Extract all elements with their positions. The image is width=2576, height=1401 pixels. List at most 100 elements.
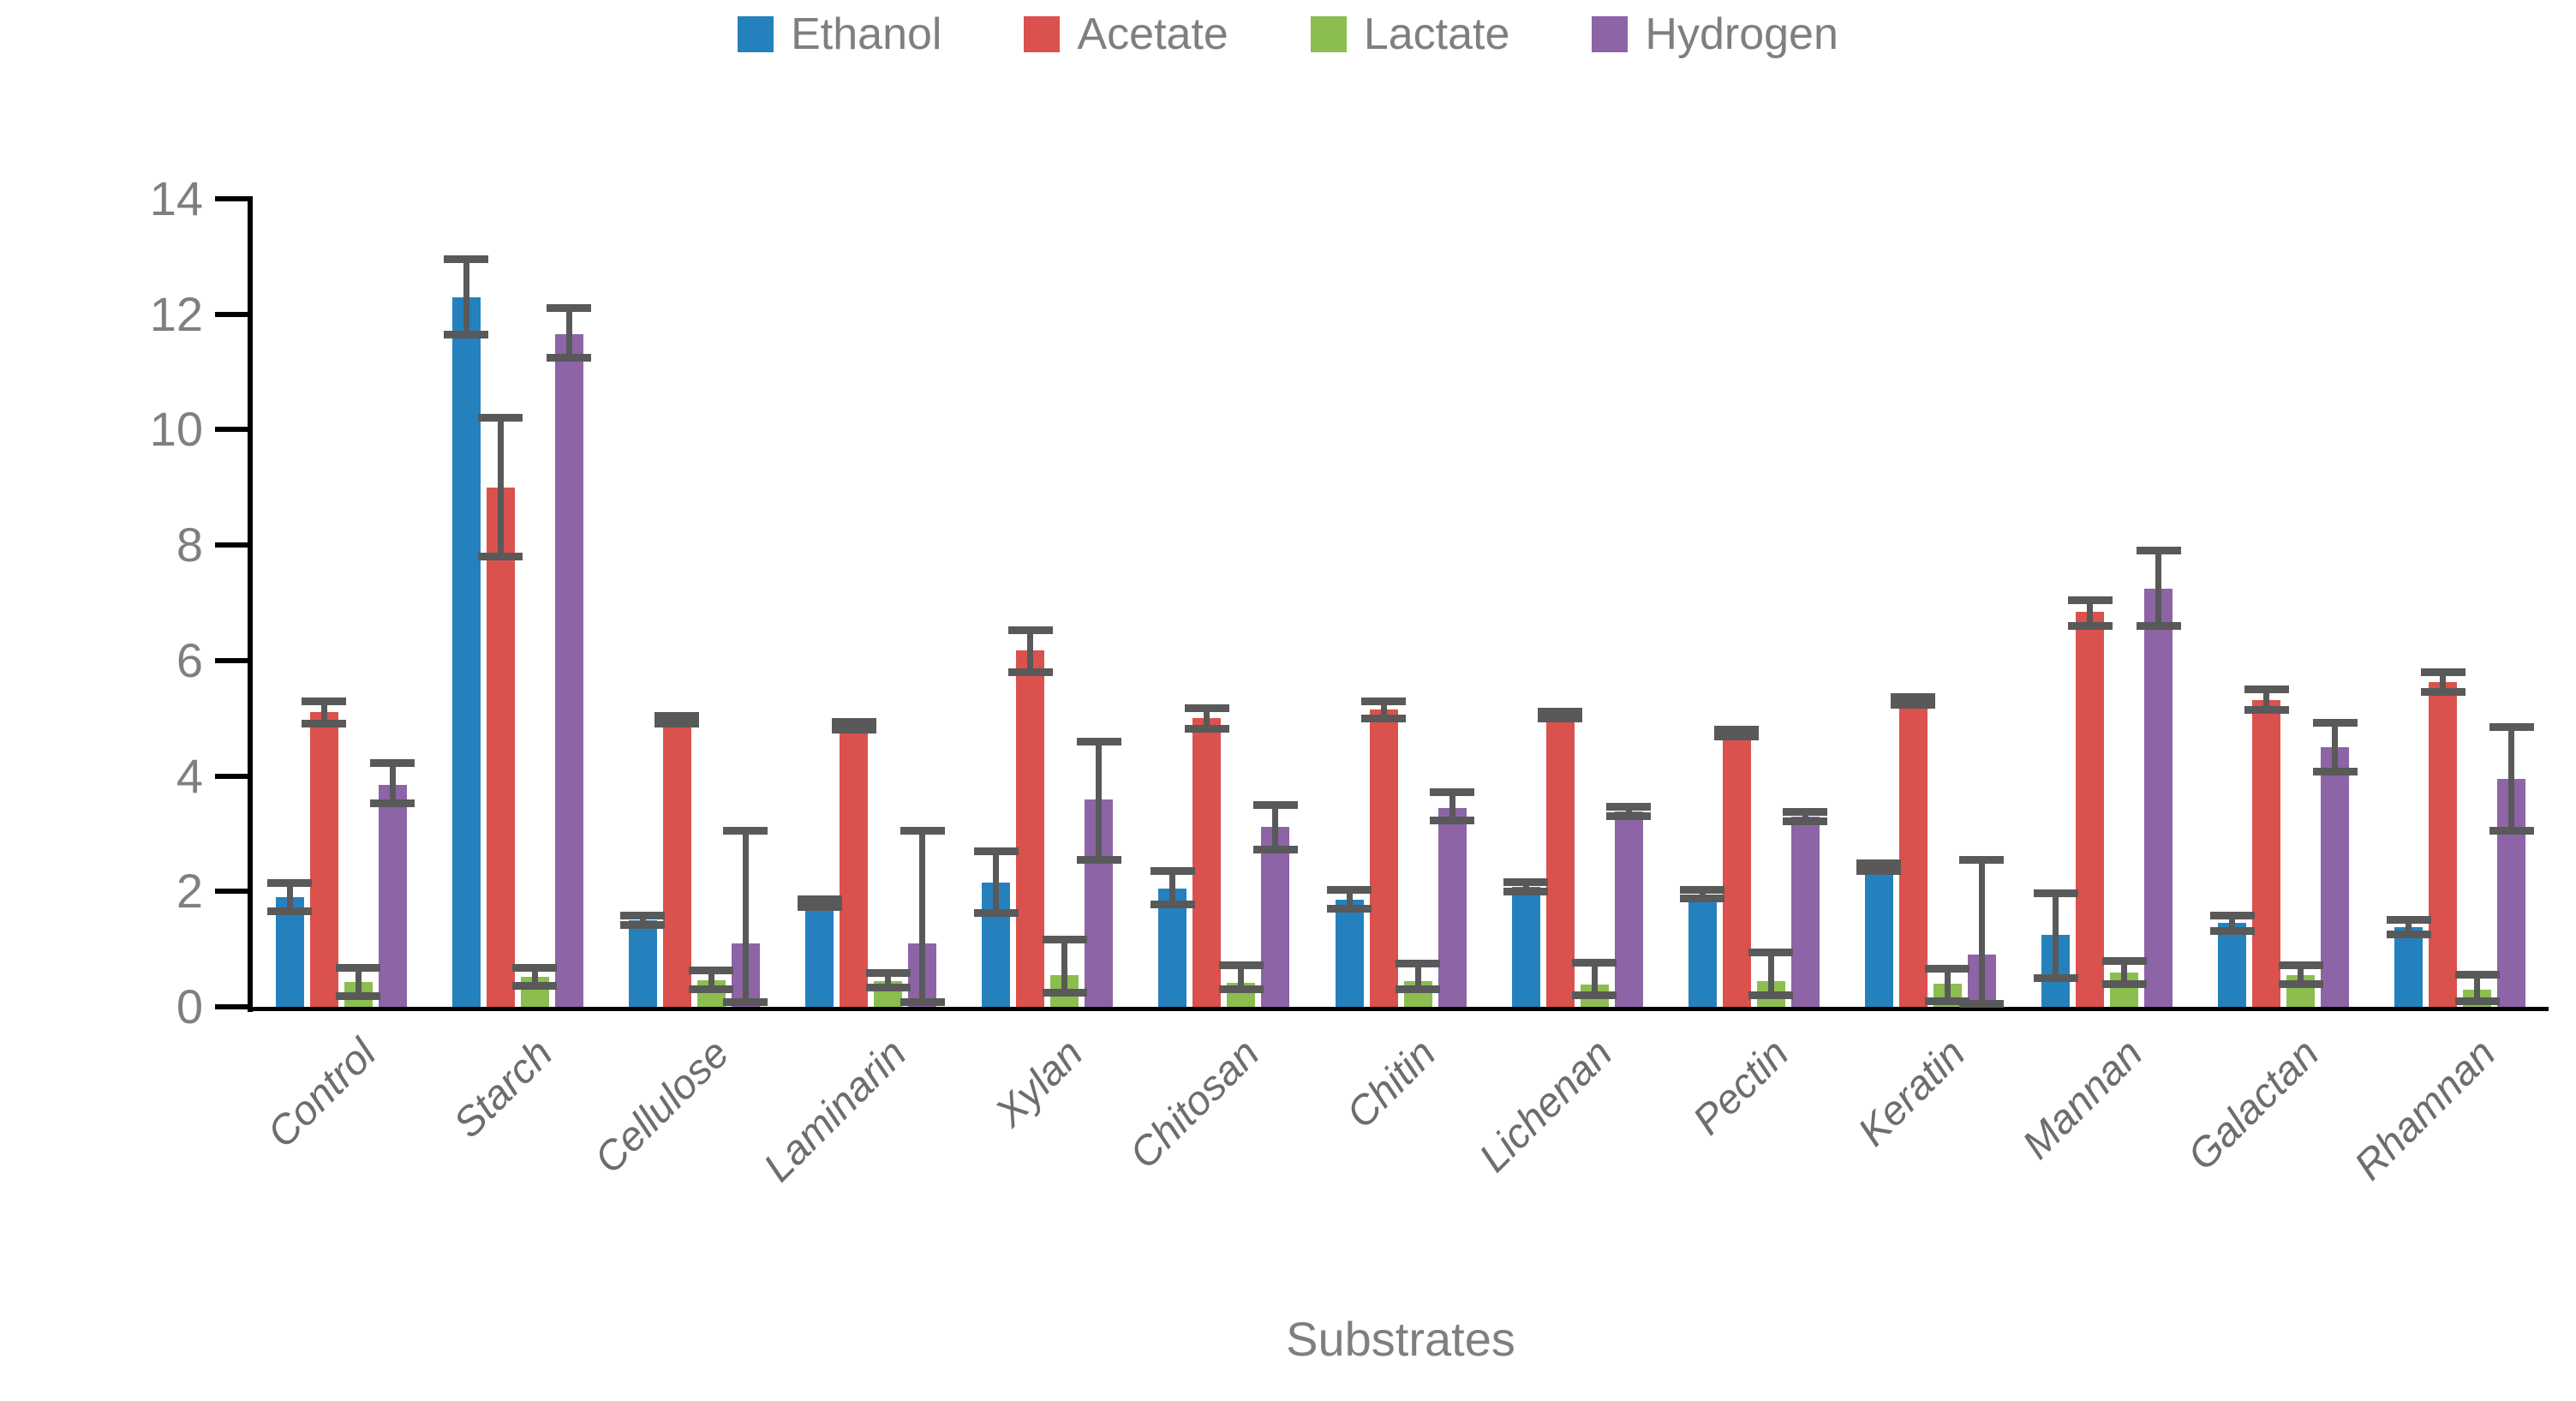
error-bar-line: [919, 830, 926, 1003]
error-bar-line: [1978, 859, 1985, 1004]
y-tick-label: 0: [176, 979, 203, 1033]
x-category-label-chitosan: Chitosan: [1121, 1030, 1269, 1178]
ethanol-bar-rhamnan: [2394, 927, 2424, 1007]
error-bar-cap: [2209, 912, 2255, 920]
hydrogen-bar-control: [378, 784, 407, 1007]
x-axis-line: [248, 1007, 2549, 1011]
acetate-legend-swatch: [1024, 16, 1061, 52]
error-bar-line: [1096, 741, 1103, 860]
error-bar-cap: [2278, 979, 2323, 988]
acetate-bar-pectin: [1722, 733, 1751, 1007]
y-axis-tick: [215, 773, 248, 779]
error-bar-cap: [1361, 714, 1406, 722]
error-bar-cap: [1042, 988, 1087, 997]
error-bar-cap: [831, 718, 876, 727]
error-bar-cap: [2386, 916, 2431, 925]
error-bar-cap: [620, 920, 666, 929]
error-bar-cap: [2420, 688, 2465, 697]
error-bar-cap: [302, 697, 347, 705]
x-category-label-chitin: Chitin: [1338, 1030, 1445, 1138]
error-bar-line: [531, 967, 538, 986]
error-bar-cap: [1218, 961, 1264, 969]
acetate-bar-lichenan: [1545, 715, 1575, 1007]
error-bar-cap: [1856, 866, 1902, 875]
ethanol-bar-cellulose: [628, 919, 657, 1007]
error-bar-line: [1522, 882, 1529, 892]
y-axis-tick: [215, 427, 248, 433]
acetate-bar-control: [309, 712, 338, 1007]
error-bar-line: [2440, 672, 2447, 692]
acetate-bar-starch: [486, 487, 515, 1007]
legend-item-acetate: Acetate: [1024, 12, 1228, 57]
y-tick-label: 10: [149, 402, 203, 457]
error-bar-line: [497, 417, 504, 557]
ethanol-bar-galactan: [2218, 923, 2247, 1007]
ethanol-bar-laminarin: [805, 902, 834, 1007]
legend-label: Acetate: [1077, 9, 1228, 59]
error-bar-cap: [1150, 866, 1195, 875]
error-bar-cap: [2420, 668, 2465, 676]
error-bar-line: [320, 701, 327, 724]
error-bar-cap: [512, 982, 558, 991]
error-bar-cap: [654, 712, 700, 721]
error-bar-cap: [1430, 787, 1474, 796]
error-bar-cap: [1218, 985, 1264, 994]
x-category-label-laminarin: Laminarin: [755, 1030, 915, 1191]
hydrogen-bar-pectin: [1790, 816, 1820, 1007]
error-bar-line: [1238, 965, 1245, 990]
error-bar-cap: [1606, 803, 1652, 811]
y-axis-tick: [215, 1004, 248, 1009]
error-bar-line: [708, 970, 714, 990]
x-axis-title: Substrates: [1286, 1312, 1515, 1366]
chart-legend: Ethanol Acetate Lactate Hydrogen: [0, 12, 2576, 57]
error-bar-cap: [797, 902, 842, 911]
error-bar-cap: [1891, 700, 1936, 709]
error-bar-line: [1591, 962, 1598, 996]
error-bar-cap: [370, 759, 415, 768]
y-axis-tick: [215, 889, 248, 895]
error-bar-cap: [1396, 959, 1440, 967]
hydrogen-bar-mannan: [2144, 588, 2173, 1007]
error-bar-cap: [2278, 961, 2323, 969]
error-bar-cap: [1925, 965, 1970, 973]
error-bar-cap: [2101, 956, 2147, 965]
error-bar-line: [1061, 939, 1068, 993]
ethanol-legend-swatch: [738, 16, 774, 52]
error-bar-line: [2263, 689, 2270, 710]
error-bar-cap: [2136, 547, 2181, 555]
y-axis-line: [248, 196, 253, 1012]
error-bar-line: [2508, 727, 2515, 831]
error-bar-line: [1944, 968, 1951, 1002]
error-bar-line: [993, 851, 1000, 913]
error-bar-cap: [1327, 886, 1372, 895]
error-bar-cap: [547, 304, 592, 313]
y-tick-label: 2: [176, 864, 203, 919]
error-bar-line: [565, 308, 572, 358]
acetate-bar-laminarin: [840, 725, 869, 1007]
error-bar-line: [2229, 915, 2236, 931]
error-bar-line: [742, 830, 749, 1003]
x-category-label-starch: Starch: [445, 1030, 562, 1147]
error-bar-cap: [1959, 855, 2005, 864]
y-axis-tick: [215, 311, 248, 317]
y-axis-tick: [215, 657, 248, 663]
error-bar-cap: [2101, 979, 2147, 988]
error-bar-line: [639, 915, 646, 925]
error-bar-cap: [2454, 997, 2500, 1005]
hydrogen-bar-starch: [554, 334, 583, 1007]
y-tick-label: 12: [149, 286, 203, 341]
error-bar-cap: [1361, 697, 1406, 705]
ethanol-bar-pectin: [1688, 894, 1717, 1007]
error-bar-cap: [1714, 725, 1760, 733]
error-bar-cap: [973, 847, 1019, 855]
error-bar-line: [2406, 919, 2412, 935]
error-bar-line: [673, 715, 680, 724]
error-bar-cap: [689, 967, 734, 975]
error-bar-cap: [2244, 705, 2289, 714]
error-bar-cap: [2067, 596, 2113, 604]
error-bar-cap: [2386, 931, 2431, 939]
acetate-bar-rhamnan: [2429, 681, 2458, 1007]
error-bar-cap: [1042, 935, 1087, 943]
error-bar-cap: [1959, 1000, 2005, 1009]
error-bar-cap: [900, 827, 945, 835]
